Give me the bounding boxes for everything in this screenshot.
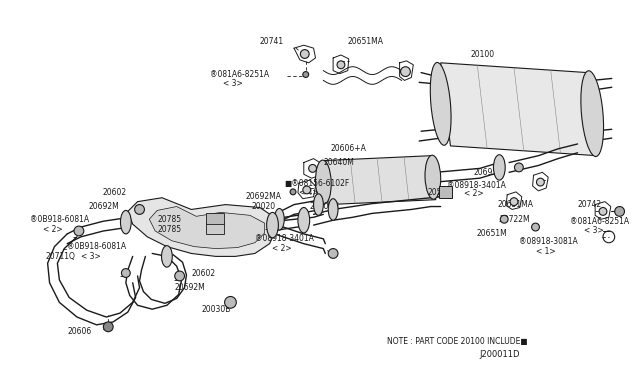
Text: 20640M: 20640M bbox=[323, 158, 354, 167]
Text: < 4>: < 4> bbox=[299, 188, 319, 197]
Text: 20691: 20691 bbox=[474, 168, 498, 177]
Text: 20020: 20020 bbox=[252, 202, 276, 211]
Circle shape bbox=[122, 269, 131, 278]
Text: ®0B918-6081A: ®0B918-6081A bbox=[67, 242, 126, 251]
Text: < 2>: < 2> bbox=[43, 225, 62, 234]
Text: 20595: 20595 bbox=[428, 188, 452, 197]
Text: 20602: 20602 bbox=[102, 188, 127, 197]
Text: 20300N: 20300N bbox=[310, 202, 340, 211]
Text: < 2>: < 2> bbox=[271, 244, 291, 253]
Bar bbox=[438, 186, 452, 198]
Circle shape bbox=[175, 271, 184, 281]
Text: ®08918-3081A: ®08918-3081A bbox=[519, 237, 578, 246]
Circle shape bbox=[510, 198, 518, 206]
Text: 20692M: 20692M bbox=[175, 283, 205, 292]
Ellipse shape bbox=[275, 208, 284, 230]
Ellipse shape bbox=[430, 62, 451, 145]
Text: < 3>: < 3> bbox=[223, 79, 243, 88]
Circle shape bbox=[401, 67, 410, 77]
Circle shape bbox=[303, 71, 308, 77]
Text: < 3>: < 3> bbox=[81, 252, 100, 261]
Ellipse shape bbox=[120, 211, 131, 234]
Text: J200011D: J200011D bbox=[480, 350, 520, 359]
Polygon shape bbox=[128, 198, 276, 256]
Polygon shape bbox=[323, 156, 436, 205]
Circle shape bbox=[614, 206, 625, 216]
Circle shape bbox=[599, 208, 607, 215]
Ellipse shape bbox=[493, 155, 505, 180]
Text: ®081A6-8251A: ®081A6-8251A bbox=[570, 217, 629, 226]
Ellipse shape bbox=[298, 208, 310, 233]
Circle shape bbox=[337, 61, 345, 69]
Text: 20651M: 20651M bbox=[477, 230, 508, 238]
Text: 20606: 20606 bbox=[67, 327, 92, 336]
Text: ■®08156-6102F: ■®08156-6102F bbox=[284, 179, 349, 187]
Text: < 3>: < 3> bbox=[584, 227, 604, 235]
Circle shape bbox=[536, 178, 544, 186]
Text: < 1>: < 1> bbox=[536, 247, 555, 256]
Circle shape bbox=[303, 186, 310, 194]
Ellipse shape bbox=[425, 155, 441, 199]
Ellipse shape bbox=[161, 246, 172, 267]
Text: 20722M: 20722M bbox=[499, 215, 530, 224]
Ellipse shape bbox=[267, 212, 278, 238]
Circle shape bbox=[532, 223, 540, 231]
Text: 20651MA: 20651MA bbox=[348, 37, 384, 46]
Text: < 2>: < 2> bbox=[464, 189, 484, 198]
Text: ®081A6-8251A: ®081A6-8251A bbox=[210, 70, 269, 79]
Text: 20741: 20741 bbox=[260, 37, 284, 46]
Text: 20742: 20742 bbox=[577, 200, 602, 209]
Text: ®0B918-6081A: ®0B918-6081A bbox=[30, 215, 89, 224]
Circle shape bbox=[300, 49, 309, 58]
Text: 20030B: 20030B bbox=[201, 305, 230, 314]
Ellipse shape bbox=[316, 160, 331, 204]
Text: 20606+A: 20606+A bbox=[330, 144, 366, 153]
Text: ®08918-3401A: ®08918-3401A bbox=[255, 234, 314, 243]
Text: 20692MA: 20692MA bbox=[245, 192, 281, 201]
Text: 20785: 20785 bbox=[157, 225, 181, 234]
Circle shape bbox=[225, 296, 236, 308]
Text: 20785: 20785 bbox=[157, 215, 181, 224]
Circle shape bbox=[134, 205, 145, 214]
Circle shape bbox=[74, 226, 84, 236]
Bar bbox=[206, 222, 223, 234]
Polygon shape bbox=[149, 206, 265, 248]
Circle shape bbox=[103, 322, 113, 332]
Ellipse shape bbox=[328, 199, 338, 220]
Circle shape bbox=[328, 248, 338, 258]
Polygon shape bbox=[441, 63, 597, 156]
Text: 20711Q: 20711Q bbox=[45, 252, 76, 261]
Circle shape bbox=[500, 215, 508, 223]
Circle shape bbox=[290, 189, 296, 195]
Circle shape bbox=[515, 163, 524, 172]
Circle shape bbox=[308, 164, 317, 172]
Text: 20100: 20100 bbox=[470, 51, 494, 60]
Text: 20651MA: 20651MA bbox=[497, 200, 533, 209]
Text: ®08918-3401A: ®08918-3401A bbox=[447, 180, 506, 189]
Text: 20602: 20602 bbox=[191, 269, 216, 278]
Ellipse shape bbox=[314, 194, 323, 215]
Text: 20692M: 20692M bbox=[89, 202, 120, 211]
Bar bbox=[206, 214, 223, 224]
Text: NOTE : PART CODE 20100 INCLUDE■: NOTE : PART CODE 20100 INCLUDE■ bbox=[387, 337, 527, 346]
Ellipse shape bbox=[581, 71, 604, 157]
